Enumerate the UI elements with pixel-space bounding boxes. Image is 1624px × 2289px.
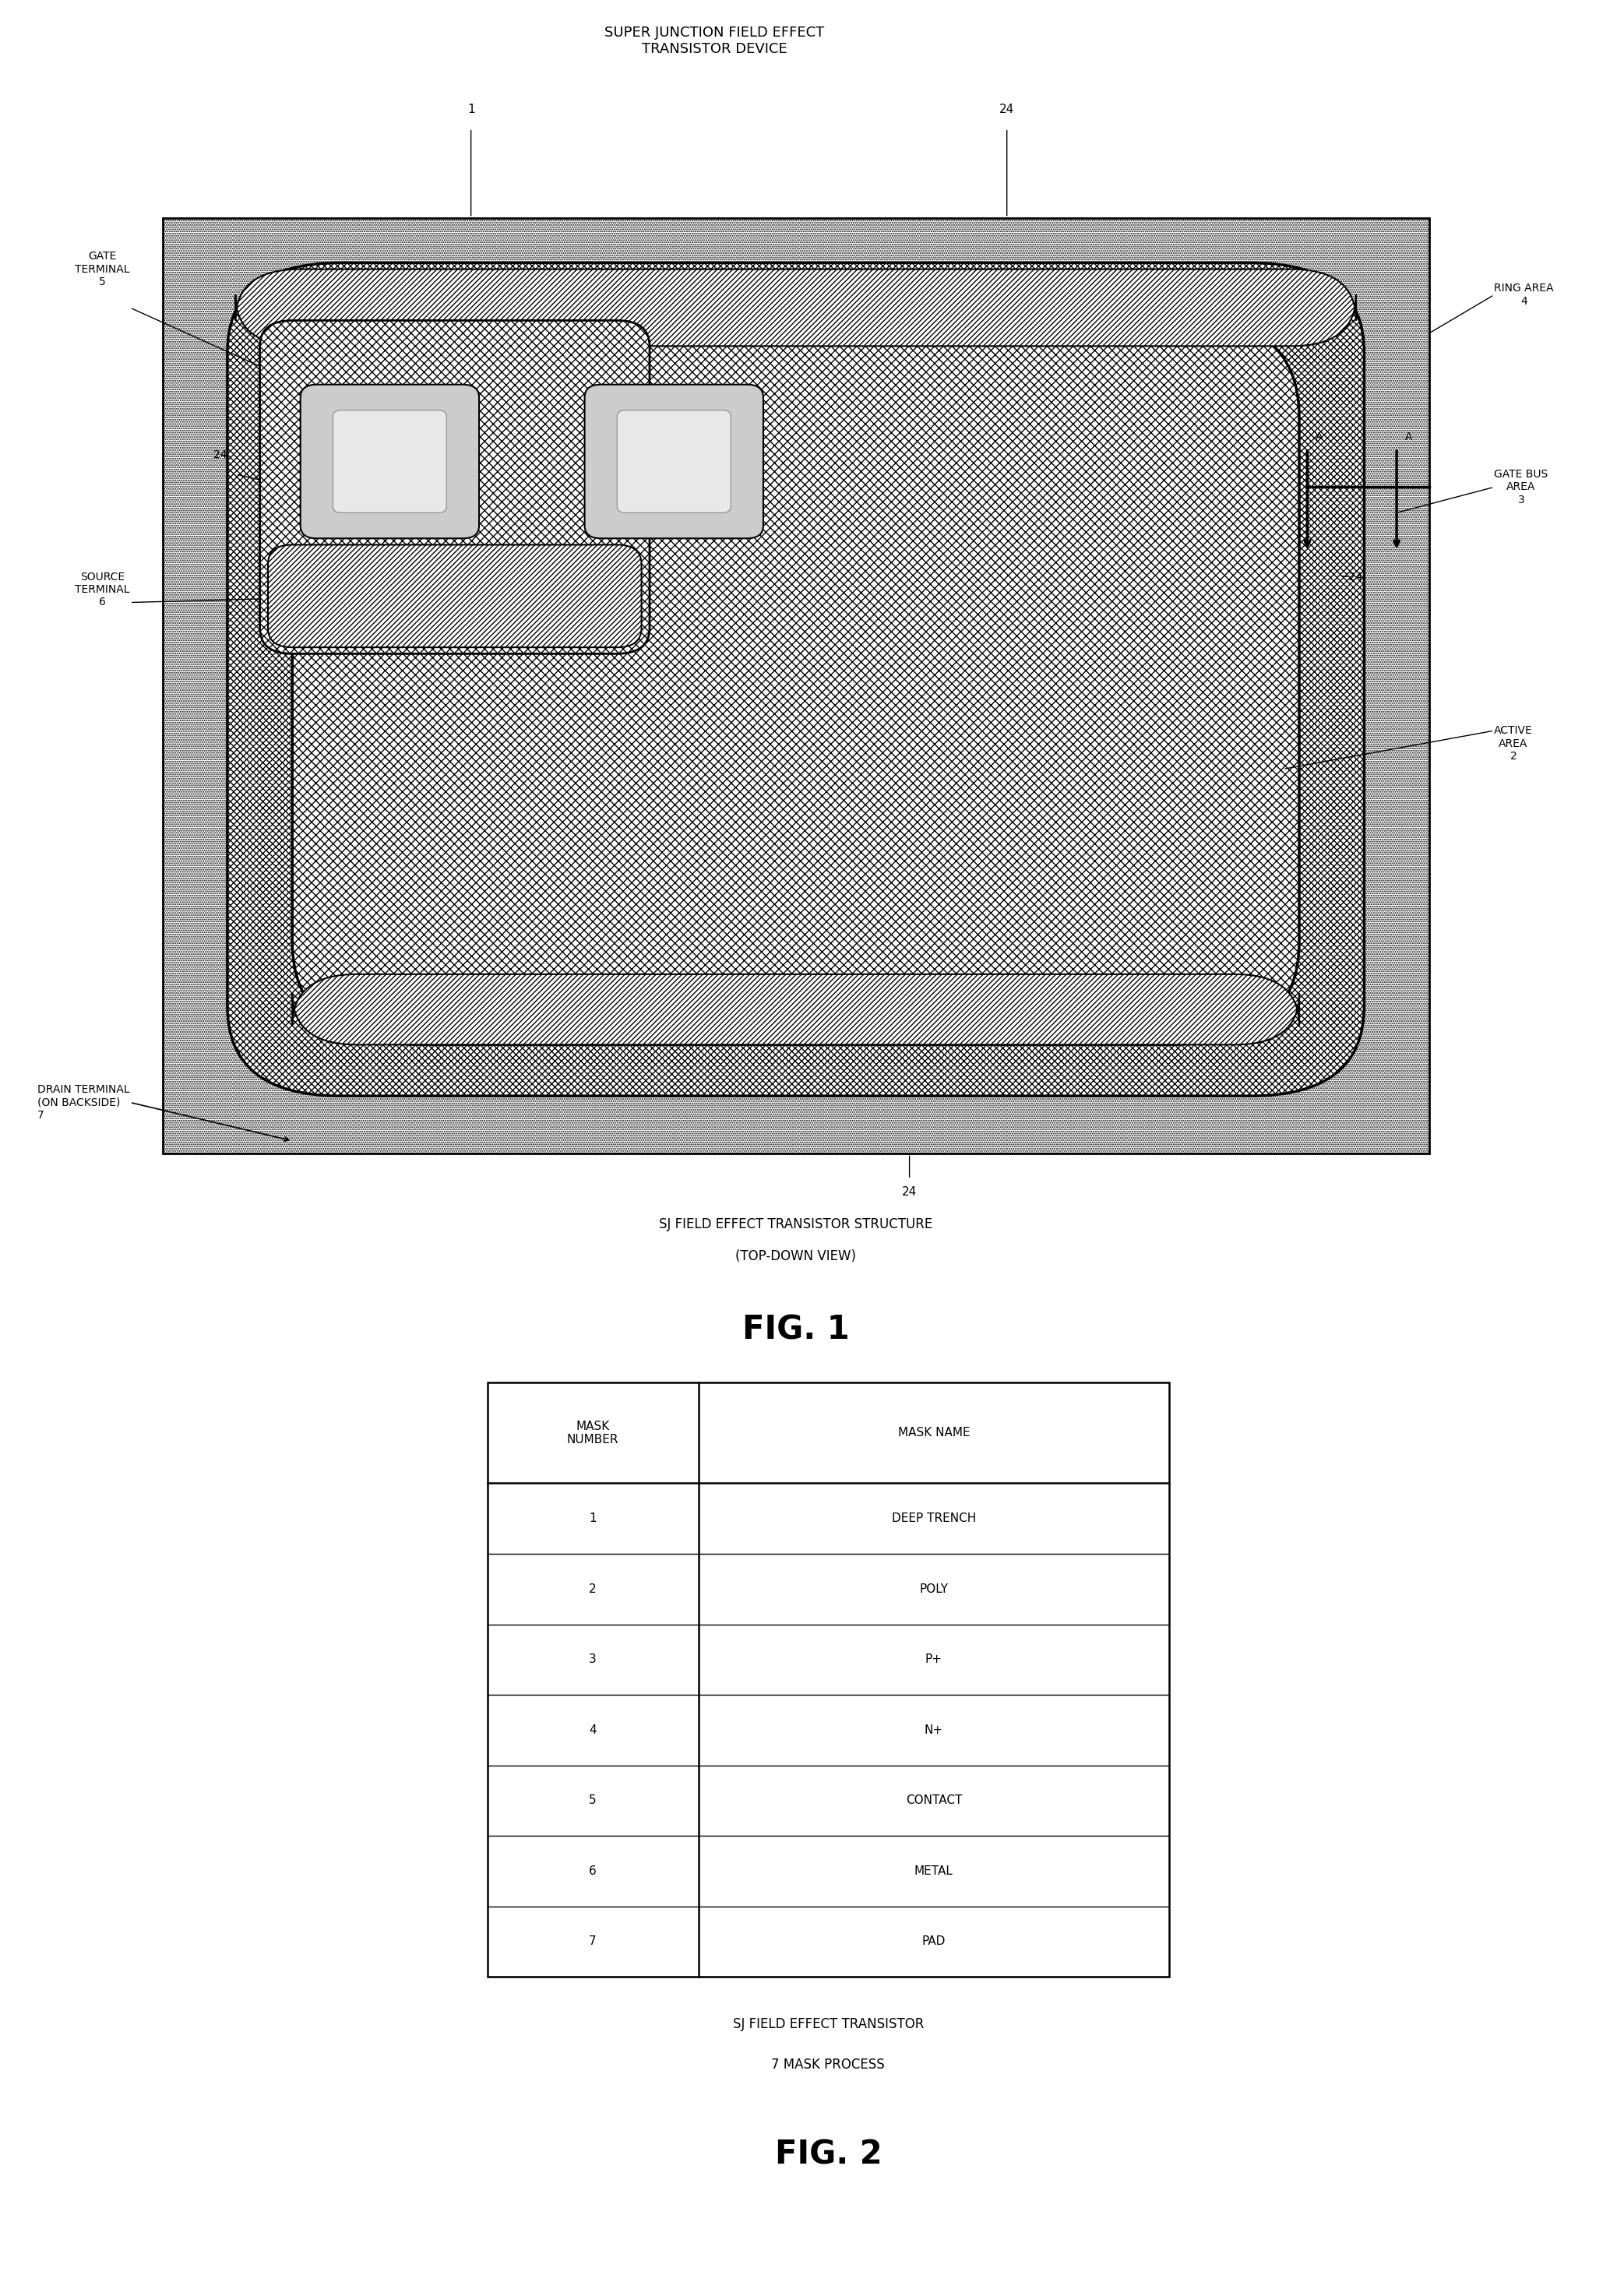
Text: GATE
TERMINAL
5: GATE TERMINAL 5 [75, 252, 130, 286]
Text: DRAIN TERMINAL
(ON BACKSIDE)
7: DRAIN TERMINAL (ON BACKSIDE) 7 [37, 1085, 130, 1119]
Text: 24: 24 [901, 1186, 918, 1197]
Text: CONTACT: CONTACT [906, 1795, 961, 1806]
FancyBboxPatch shape [292, 975, 1299, 1044]
Text: ACTIVE
AREA
2: ACTIVE AREA 2 [1494, 726, 1533, 762]
Text: 2: 2 [590, 1584, 596, 1595]
Text: MASK
NUMBER: MASK NUMBER [567, 1419, 619, 1447]
Text: DEEP TRENCH: DEEP TRENCH [892, 1513, 976, 1524]
FancyBboxPatch shape [268, 545, 641, 648]
Text: 1: 1 [468, 103, 474, 114]
Text: ~24: ~24 [1340, 572, 1363, 581]
Bar [162, 217, 1429, 1154]
Text: MASK NAME: MASK NAME [898, 1426, 970, 1440]
Text: 3: 3 [590, 1653, 596, 1666]
Text: 4: 4 [590, 1724, 596, 1735]
Text: SOURCE
TERMINAL
6: SOURCE TERMINAL 6 [75, 572, 130, 607]
FancyBboxPatch shape [292, 314, 1299, 1044]
Text: 6: 6 [590, 1866, 596, 1877]
FancyBboxPatch shape [617, 410, 731, 513]
Text: RING AREA
4: RING AREA 4 [1494, 284, 1554, 307]
FancyBboxPatch shape [333, 410, 447, 513]
FancyBboxPatch shape [235, 270, 1356, 346]
Text: SJ FIELD EFFECT TRANSISTOR: SJ FIELD EFFECT TRANSISTOR [732, 2017, 924, 2030]
Text: 7 MASK PROCESS: 7 MASK PROCESS [771, 2058, 885, 2072]
Text: METAL: METAL [914, 1866, 953, 1877]
Text: P+: P+ [926, 1653, 942, 1666]
Text: A: A [1405, 430, 1413, 442]
Text: 24: 24 [999, 103, 1015, 114]
Text: 1: 1 [590, 1513, 596, 1524]
Bar [487, 1383, 1169, 1978]
Text: (TOP-DOWN VIEW): (TOP-DOWN VIEW) [736, 1250, 856, 1264]
Text: FIG. 2: FIG. 2 [775, 2138, 882, 2170]
Text: A: A [1315, 430, 1324, 442]
Text: PAD: PAD [922, 1936, 945, 1948]
FancyBboxPatch shape [260, 320, 650, 655]
Text: GATE BUS
AREA
3: GATE BUS AREA 3 [1494, 469, 1548, 506]
Text: SJ FIELD EFFECT TRANSISTOR STRUCTURE: SJ FIELD EFFECT TRANSISTOR STRUCTURE [659, 1218, 932, 1231]
Text: 7: 7 [590, 1936, 596, 1948]
FancyBboxPatch shape [585, 385, 763, 538]
FancyBboxPatch shape [227, 263, 1364, 1096]
Text: 5: 5 [590, 1795, 596, 1806]
Text: N+: N+ [924, 1724, 944, 1735]
Text: SUPER JUNCTION FIELD EFFECT
TRANSISTOR DEVICE: SUPER JUNCTION FIELD EFFECT TRANSISTOR D… [604, 25, 825, 55]
Bar [162, 217, 1429, 1154]
Text: FIG. 1: FIG. 1 [742, 1314, 849, 1346]
Text: POLY: POLY [919, 1584, 948, 1595]
FancyBboxPatch shape [300, 385, 479, 538]
Text: 24: 24 [214, 449, 227, 460]
